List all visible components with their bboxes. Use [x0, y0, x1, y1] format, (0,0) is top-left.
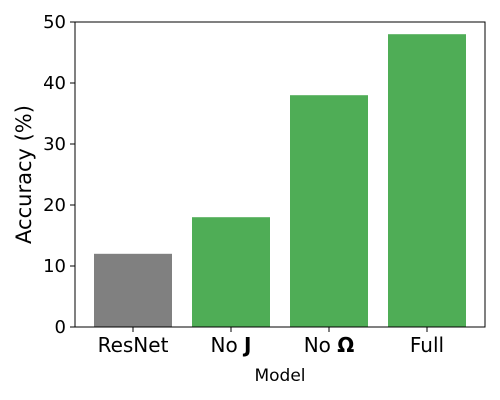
x-tick-label-0-part-0: ResNet	[98, 333, 169, 357]
x-axis-label: Model	[254, 366, 305, 386]
x-tick-label-2: No Ω	[304, 333, 355, 357]
bar-3	[388, 34, 466, 327]
x-tick-label-2-part-1: Ω	[337, 333, 354, 357]
x-tick-label-2-part-0: No	[304, 333, 338, 357]
y-tick-label-3: 30	[43, 134, 66, 155]
bars-layer	[94, 34, 466, 327]
x-tick-label-0: ResNet	[98, 333, 169, 357]
x-tick-label-1: No J	[210, 333, 251, 357]
y-tick-label-5: 50	[43, 12, 66, 33]
x-tick-label-3-part-0: Full	[410, 333, 444, 357]
y-tick-label-1: 10	[43, 256, 66, 277]
y-tick-label-0: 0	[55, 317, 66, 338]
x-tick-label-3: Full	[410, 333, 444, 357]
axes-layer	[74, 21, 486, 328]
y-tick-label-4: 40	[43, 73, 66, 94]
bar-2	[290, 95, 368, 327]
bar-1	[192, 217, 270, 327]
y-axis-label: Accuracy (%)	[12, 105, 36, 244]
bar-0	[94, 253, 172, 327]
x-tick-label-1-part-0: No	[210, 333, 244, 357]
y-tick-label-2: 20	[43, 195, 66, 216]
x-tick-label-1-part-1: J	[242, 333, 251, 357]
plot-frame	[74, 21, 486, 328]
